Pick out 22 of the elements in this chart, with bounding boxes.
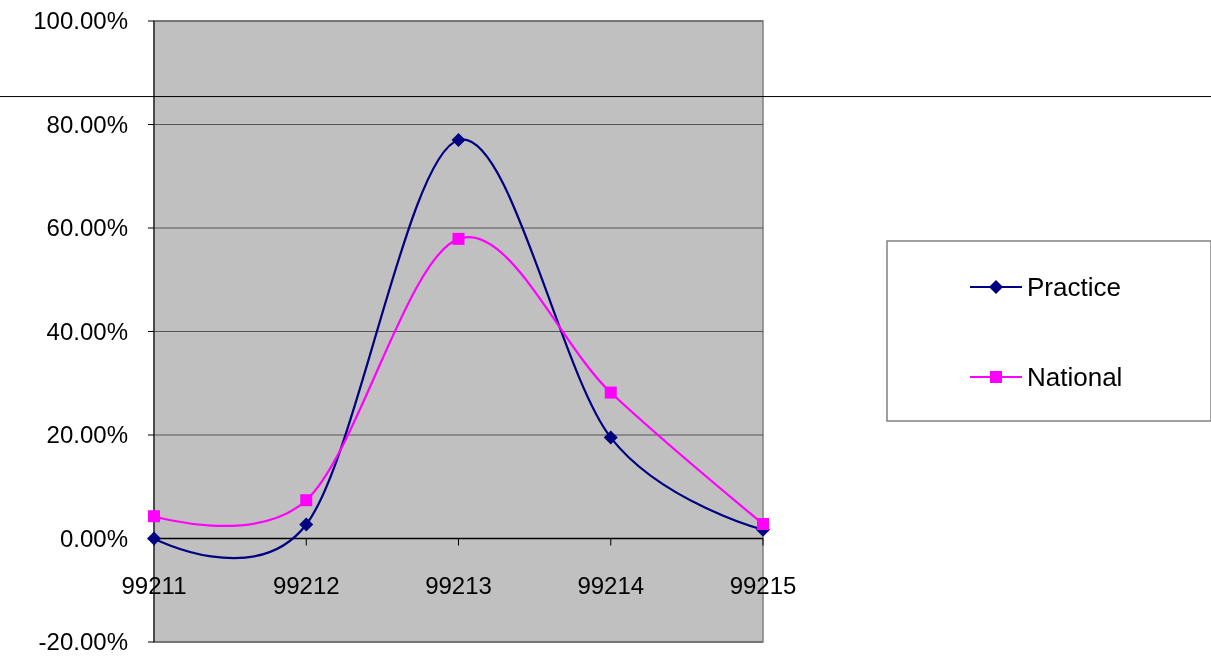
y-tick-label: 40.00%: [46, 317, 128, 345]
y-tick-label: 60.00%: [46, 214, 128, 242]
legend-label: National: [1027, 362, 1123, 393]
y-tick-label: 100.00%: [33, 7, 128, 35]
x-tick-label: 99213: [425, 571, 492, 599]
point: [604, 386, 617, 399]
y-tick-label: -20.00%: [38, 628, 128, 656]
point: [148, 510, 160, 523]
x-tick-label: 99214: [577, 571, 645, 599]
point: [452, 232, 465, 245]
y-tick-label: 20.00%: [46, 421, 128, 449]
y-tick-label: 0.00%: [59, 524, 128, 552]
point: [451, 133, 466, 148]
point: [603, 430, 618, 445]
y-tick-label: 80.00%: [46, 110, 128, 138]
legend-label: Practice: [1027, 272, 1121, 303]
x-tick-label: 99215: [729, 571, 797, 599]
point: [299, 517, 314, 532]
point: [757, 518, 769, 531]
point: [300, 494, 313, 507]
x-tick-label: 99212: [272, 571, 340, 599]
point: [147, 531, 161, 546]
